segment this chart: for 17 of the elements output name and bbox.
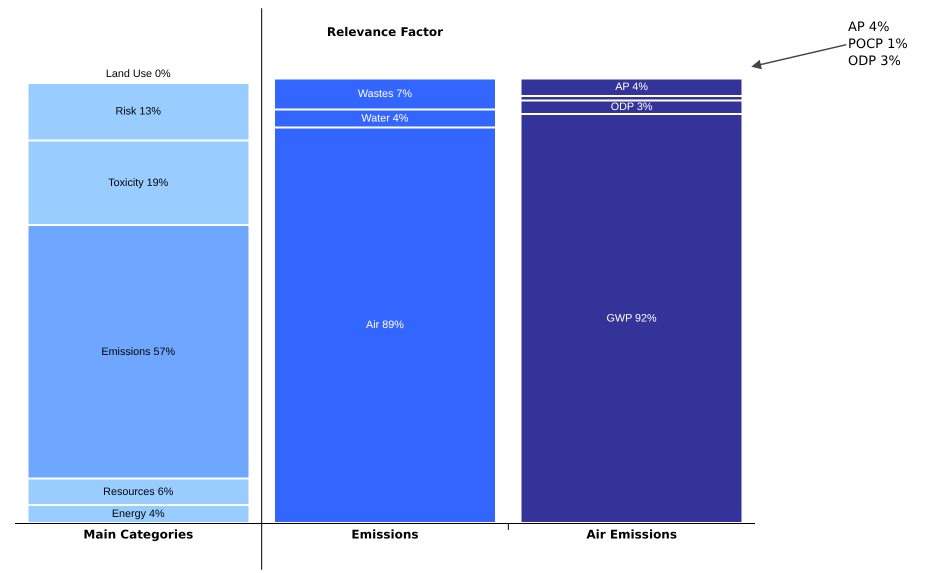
data-label: AP 4% <box>615 81 648 94</box>
x-tick-label: Main Categories <box>83 527 194 542</box>
data-label: Toxicity 19% <box>108 176 169 189</box>
data-label: ODP 3% <box>610 101 653 114</box>
text: AP 4% POCP 1% ODP 3% <box>848 20 908 69</box>
data-label: Water 4% <box>361 112 409 124</box>
data-label: Land Use 0% <box>106 68 171 80</box>
data-label: Energy 4% <box>112 508 165 520</box>
data-label: Resources 6% <box>103 486 174 498</box>
x-tick-label: Emissions <box>351 527 419 542</box>
data-label: Wastes 7% <box>358 88 412 100</box>
data-label: Emissions 57% <box>101 346 176 358</box>
chart-title: Relevance Factor <box>326 25 444 40</box>
data-label: GWP 92% <box>606 312 658 324</box>
data-label: Air 89% <box>366 319 404 332</box>
x-tick-label: Air Emissions <box>586 527 677 542</box>
data-label: Risk 13% <box>115 106 162 118</box>
